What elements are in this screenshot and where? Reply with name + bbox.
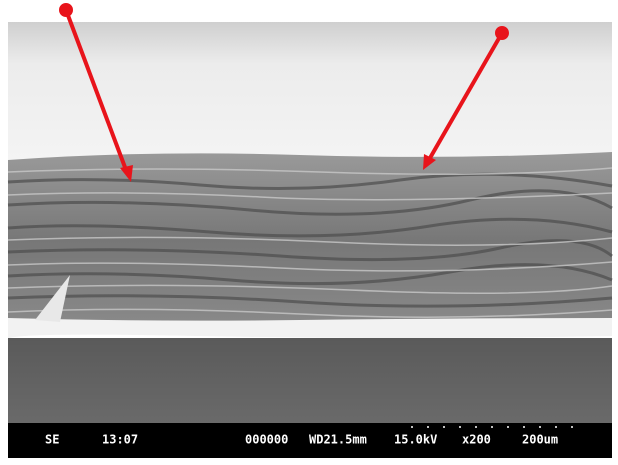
voltage: 15.0kV <box>394 433 437 447</box>
scale-label: 200um <box>522 433 558 447</box>
time: 13:07 <box>102 433 138 447</box>
detector: SE <box>45 433 59 447</box>
working-distance: WD21.5mm <box>309 433 367 447</box>
page: {"info_bar": {"detector": "SE", "time": … <box>0 0 618 465</box>
magnification: x200 <box>462 433 491 447</box>
image-number: 000000 <box>245 433 288 447</box>
micrograph <box>8 22 612 424</box>
sem-image: SE 13:07 000000 WD21.5mm 15.0kV x200 200… <box>0 0 618 465</box>
